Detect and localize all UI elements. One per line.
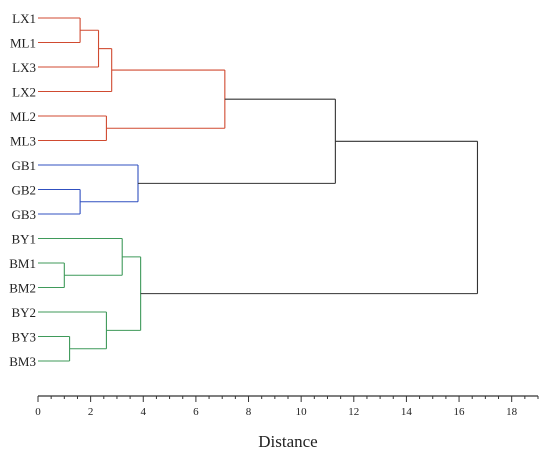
leaf-labels: LX1 ML1 LX3 LX2 ML2 ML3 GB1 GB2 GB3 BY1 BM1 BM2 BY2 B…	[9, 11, 36, 369]
leaf-label-lx3: LX3	[12, 60, 36, 75]
x-axis-ticks: 0 2 4 6 8 10 12 14 16 18	[35, 396, 539, 418]
dendrogram-links	[38, 17, 479, 362]
leaf-label-lx1: LX1	[12, 11, 36, 26]
leaf-label-gb2: GB2	[11, 183, 36, 198]
x-tick-label: 0	[35, 406, 41, 418]
x-tick-label: 14	[401, 406, 413, 418]
x-tick-label: 2	[88, 406, 94, 418]
leaf-label-by2: BY2	[11, 305, 36, 320]
x-tick-label: 4	[141, 406, 147, 418]
leaf-label-ml3: ML3	[10, 134, 36, 149]
leaf-label-gb1: GB1	[11, 158, 36, 173]
leaf-label-bm1: BM1	[9, 256, 36, 271]
leaf-label-gb3: GB3	[11, 207, 36, 222]
x-tick-label: 10	[296, 406, 308, 418]
leaf-label-bm3: BM3	[9, 354, 36, 369]
x-tick-label: 8	[246, 406, 252, 418]
x-axis: 0 2 4 6 8 10 12 14 16 18	[35, 395, 539, 418]
leaf-label-ml1: ML1	[10, 36, 36, 51]
leaf-label-ml2: ML2	[10, 109, 36, 124]
x-tick-label: 16	[454, 406, 466, 418]
leaf-label-by3: BY3	[11, 330, 36, 345]
leaf-label-bm2: BM2	[9, 281, 36, 296]
x-tick-label: 6	[193, 406, 199, 418]
leaf-label-lx2: LX2	[12, 85, 36, 100]
leaf-label-by1: BY1	[11, 232, 36, 247]
x-axis-label: Distance	[258, 432, 317, 451]
x-tick-label: 12	[348, 406, 359, 418]
x-tick-label: 18	[506, 406, 518, 418]
